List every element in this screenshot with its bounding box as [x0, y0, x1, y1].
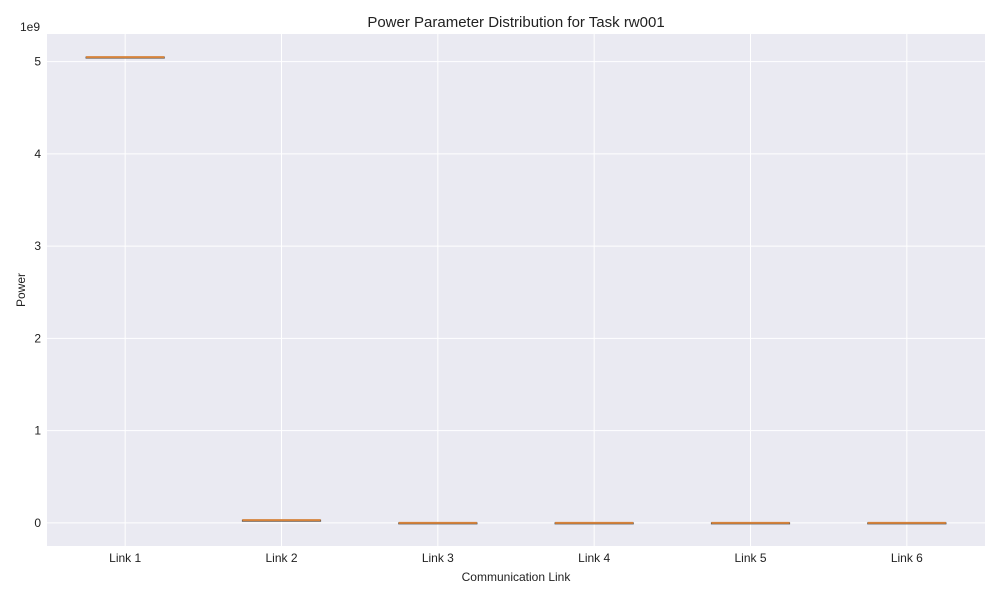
- boxes-layer: [85, 56, 947, 525]
- box-link-1: [85, 56, 165, 59]
- grid-lines: [47, 34, 985, 546]
- box-link-5: [710, 521, 791, 525]
- y-tick-label: 1: [34, 424, 41, 438]
- y-tick-label: 3: [34, 239, 41, 253]
- y-tick-label: 0: [34, 516, 41, 530]
- x-tick-label: Link 6: [891, 551, 923, 565]
- y-tick-label: 5: [34, 55, 41, 69]
- x-tick-label: Link 2: [265, 551, 297, 565]
- y-tick-label: 2: [34, 331, 41, 345]
- y-axis-label: Power: [14, 273, 28, 307]
- box-link-6: [867, 521, 947, 525]
- plot-area: [47, 34, 985, 546]
- chart-title: Power Parameter Distribution for Task rw…: [367, 14, 664, 31]
- y-offset-label: 1e9: [20, 20, 40, 34]
- tick-labels: 0 1 2 3 4 5 Link 1 Link 2 Link 3 Link 4 Link 5 Link…: [34, 55, 923, 565]
- x-tick-label: Link 5: [734, 551, 766, 565]
- box-link-3: [398, 521, 478, 525]
- x-tick-label: Link 3: [422, 551, 454, 565]
- box-link-2: [241, 519, 322, 522]
- box-link-4: [554, 521, 634, 525]
- x-axis-label: Communication Link: [462, 570, 572, 584]
- x-tick-label: Link 1: [109, 551, 141, 565]
- y-tick-label: 4: [34, 147, 41, 161]
- x-tick-label: Link 4: [578, 551, 610, 565]
